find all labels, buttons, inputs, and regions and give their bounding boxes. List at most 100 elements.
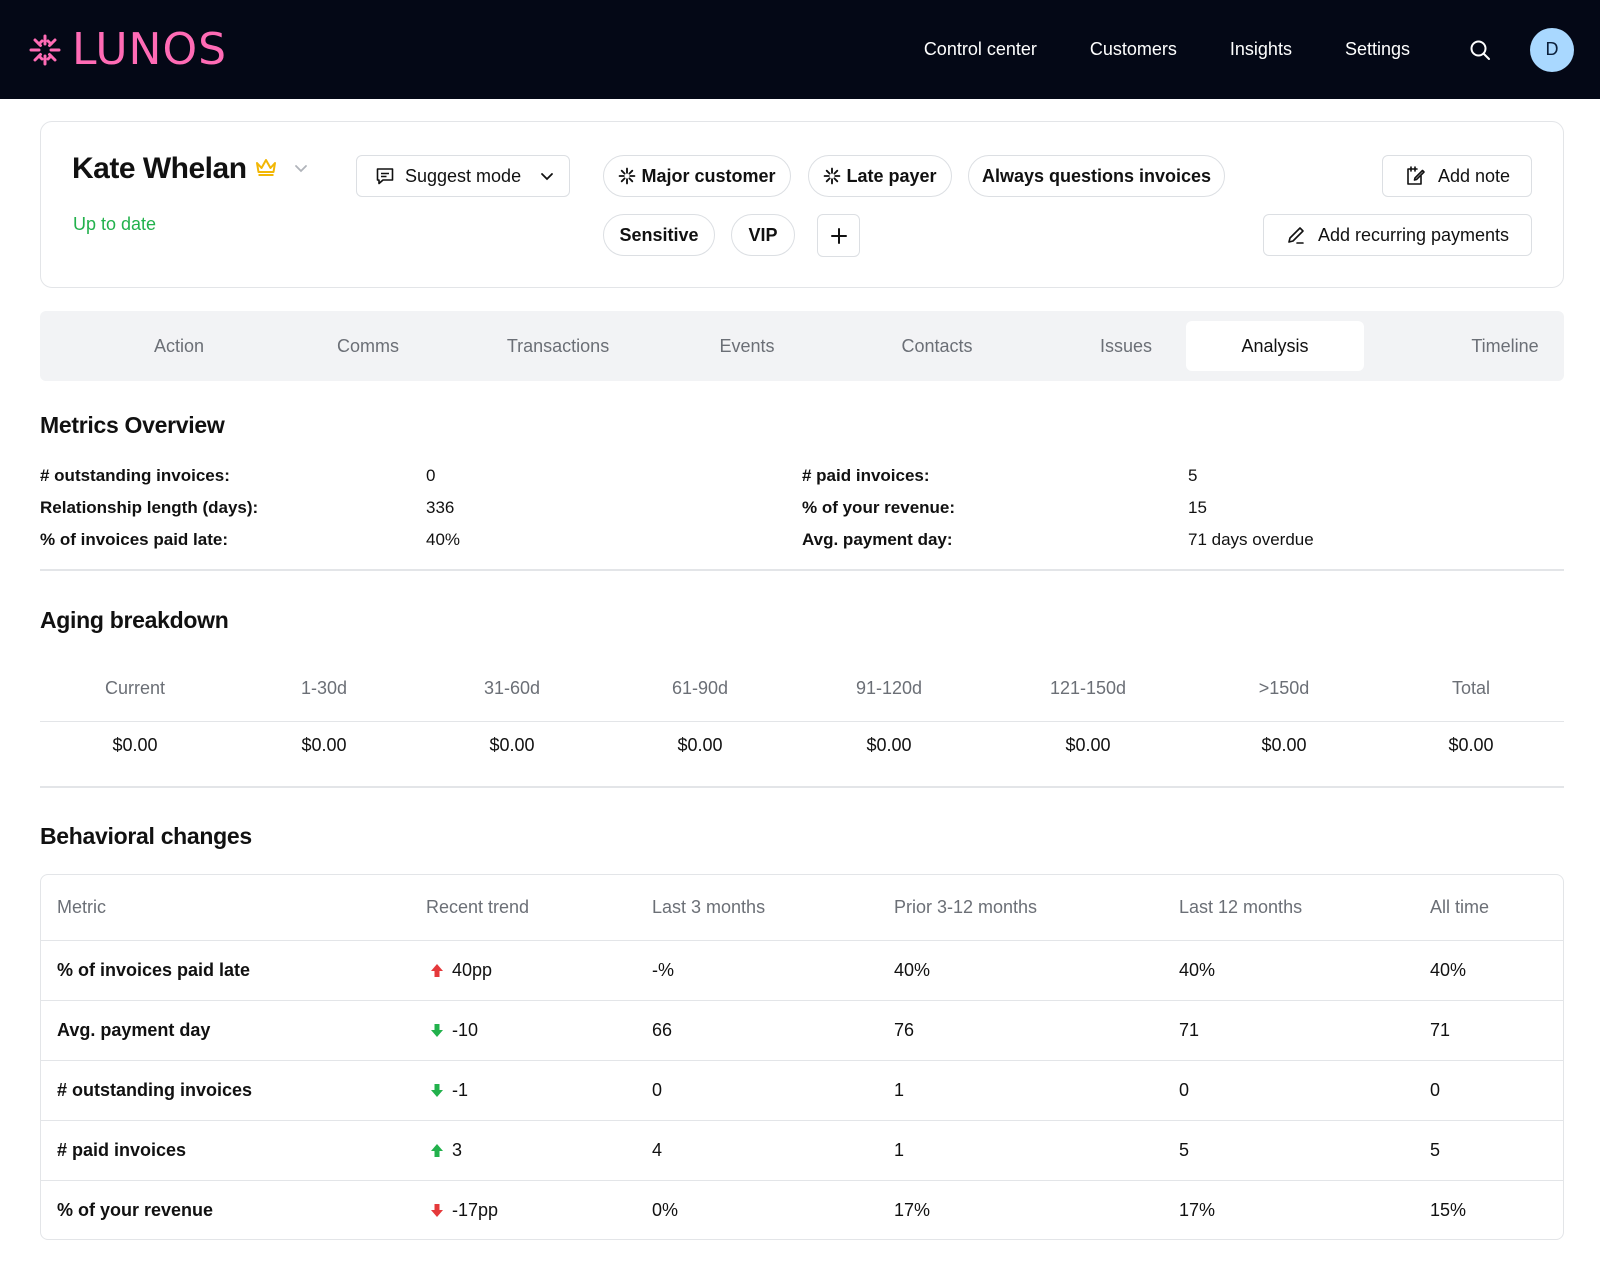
aging-value-31-60d: $0.00 [489,735,535,755]
aging-value-1-30d: $0.00 [301,735,347,755]
metric-label: % of invoices paid late: [40,530,228,549]
aging-value-total: $0.00 [1448,735,1494,755]
cell-prior: 1 [894,1140,905,1160]
note-edit-icon [1407,166,1425,185]
metric-name: Avg. payment day [57,1020,211,1040]
cell-last12: 71 [1179,1020,1200,1040]
recent-trend: -1 [430,1080,468,1101]
brand-name: LUNOS [72,24,228,75]
arrow-up-icon [431,1144,443,1157]
section-divider [40,569,1564,571]
cell-last12: 40% [1179,960,1216,980]
tag-label: VIP [748,224,778,245]
cell-prior: 17% [894,1200,931,1220]
metric-name: # paid invoices [57,1140,187,1160]
aging-header-over-150d: >150d [1258,678,1310,698]
aging-header-1-30d: 1-30d [300,678,348,698]
aging-value-121-150d: $0.00 [1065,735,1111,755]
metric-value: 15 [1188,498,1207,517]
metric-name: % of invoices paid late [57,960,251,980]
aging-header-31-60d: 31-60d [483,678,541,698]
aging-value-current: $0.00 [112,735,158,755]
metric-value: 5 [1188,466,1198,485]
suggest-mode-label: Suggest mode [405,165,522,186]
aging-header-121-150d: 121-150d [1049,678,1127,698]
main-nav: Control center Customers Insights Settin… [924,0,1574,99]
metric-label: % of your revenue: [802,498,956,517]
crown-icon [256,159,276,176]
cell-prior: 76 [894,1020,915,1040]
column-header-last-3-months: Last 3 months [652,897,766,917]
cell-last3: 66 [652,1020,673,1040]
add-tag-button[interactable] [817,214,860,257]
section-divider [40,786,1564,788]
cell-prior: 40% [894,960,931,980]
tag-vip[interactable]: VIP [731,214,795,256]
column-header-prior-3-12-months: Prior 3-12 months [894,897,1038,917]
tag-major-customer[interactable]: Major customer [603,155,791,197]
nav-settings[interactable]: Settings [1344,39,1410,59]
tab-timeline[interactable]: Timeline [1471,335,1539,356]
metric-value: 336 [426,498,455,517]
payment-status: Up to date [73,214,157,234]
customer-header-card: Kate Whelan Up to date Suggest mode Majo… [40,121,1564,288]
user-avatar[interactable]: D [1530,27,1574,72]
add-note-label: Add note [1437,165,1511,186]
aging-value-61-90d: $0.00 [677,735,723,755]
trend-value: -1 [452,1080,469,1100]
sparkle-icon [618,167,636,185]
cell-all: 40% [1430,960,1467,980]
suggest-mode-dropdown[interactable]: Suggest mode [356,155,570,197]
tab-comms[interactable]: Comms [337,335,399,356]
arrow-up-icon [431,964,443,977]
arrow-down-icon [431,1204,443,1217]
cell-last12: 0 [1179,1080,1190,1100]
top-navigation-bar: LUNOS Control center Customers Insights … [0,0,1600,99]
column-header-metric: Metric [57,897,106,917]
metric-label: # outstanding invoices: [40,466,230,485]
tab-issues[interactable]: Issues [1099,335,1153,356]
recent-trend: 3 [430,1140,462,1161]
tag-label: Late payer [846,165,937,186]
tag-sensitive[interactable]: Sensitive [603,214,715,256]
add-note-button[interactable]: Add note [1382,155,1532,197]
nav-customers[interactable]: Customers [1089,39,1177,59]
tab-contacts[interactable]: Contacts [901,335,973,356]
add-recurring-payments-button[interactable]: Add recurring payments [1263,214,1532,256]
tag-always-questions-invoices[interactable]: Always questions invoices [968,155,1225,197]
customer-switch-chevron-icon[interactable] [293,160,309,176]
aging-value-over-150d: $0.00 [1261,735,1307,755]
nav-insights[interactable]: Insights [1229,39,1292,59]
tab-events[interactable]: Events [719,335,775,356]
aging-value-91-120d: $0.00 [866,735,912,755]
cell-last3: 0% [652,1200,679,1220]
arrow-down-icon [431,1024,443,1037]
pencil-icon [1288,227,1304,244]
trend-value: -10 [452,1020,479,1040]
cell-last3: -% [652,960,674,980]
cell-last3: 0 [652,1080,663,1100]
cell-prior: 1 [894,1080,905,1100]
aging-header-91-120d: 91-120d [855,678,923,698]
metric-name: % of your revenue [57,1200,214,1220]
column-header-recent-trend: Recent trend [426,897,530,917]
column-header-all-time: All time [1430,897,1490,917]
recent-trend: 40pp [430,960,492,981]
cell-all: 0 [1430,1080,1441,1100]
tag-label: Sensitive [619,224,699,245]
tag-label: Major customer [641,165,776,186]
chevron-down-icon [541,173,553,181]
aging-header-current: Current [104,678,166,698]
search-icon[interactable] [1468,38,1492,62]
cell-all: 71 [1430,1020,1451,1040]
brand-logo[interactable]: LUNOS [28,24,227,75]
tag-late-payer[interactable]: Late payer [808,155,952,197]
tab-transactions[interactable]: Transactions [506,335,610,356]
plus-icon [830,227,847,244]
customer-name: Kate Whelan [72,152,247,185]
cell-last12: 5 [1179,1140,1190,1160]
tab-analysis[interactable]: Analysis [1186,321,1364,371]
nav-control-center[interactable]: Control center [923,39,1037,59]
cell-all: 5 [1430,1140,1441,1160]
tab-action[interactable]: Action [153,335,205,356]
